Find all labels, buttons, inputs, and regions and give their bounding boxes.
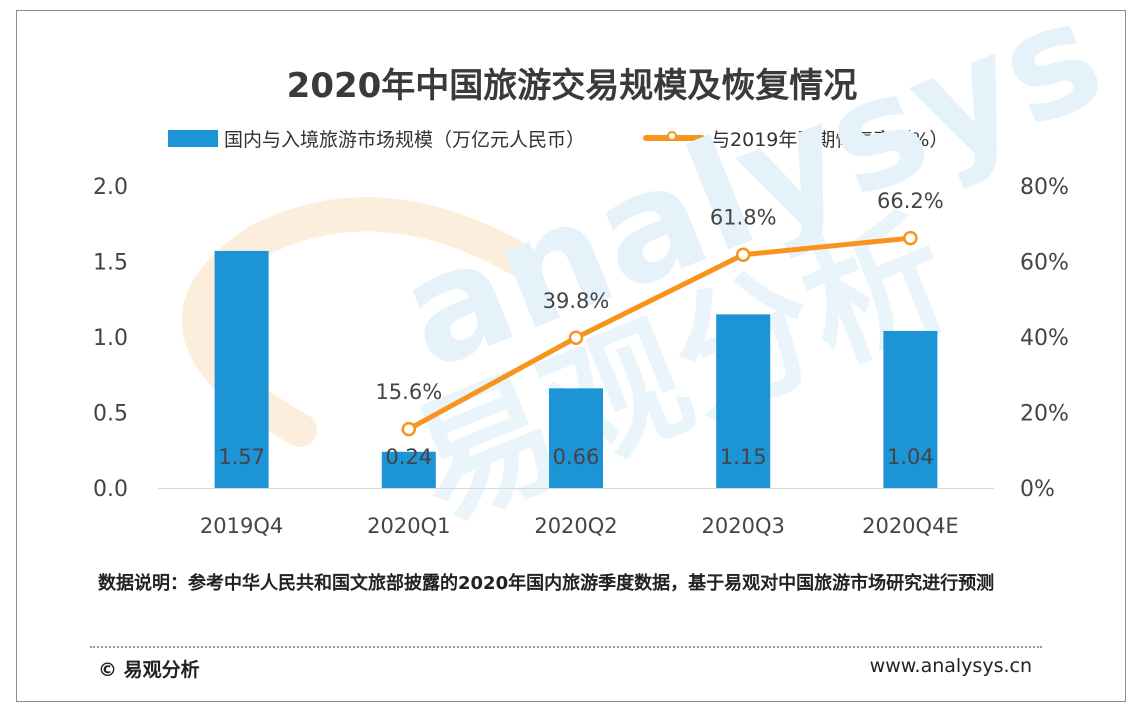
y-left-tick-label: 0.5 (93, 402, 128, 427)
x-tick-label: 2020Q4E (862, 514, 959, 538)
legend-line-marker (667, 131, 678, 141)
website-link[interactable]: www.analysys.cn (869, 655, 1032, 677)
chart-legend: 国内与入境旅游市场规模（万亿元人民币） 与2019年同期恢复率（%） (168, 123, 948, 153)
bar-value-label: 1.57 (218, 445, 265, 469)
line-value-label: 39.8% (543, 289, 610, 313)
recovery-rate-line (406, 235, 913, 432)
line-value-label: 15.6% (375, 380, 442, 404)
bar-2020Q2 (549, 388, 603, 488)
y-left-tick-label: 2.0 (93, 175, 128, 200)
y-right-tick-label: 60% (1020, 251, 1069, 276)
line-point-2020Q3 (735, 247, 751, 262)
line-point-2020Q1 (401, 421, 417, 437)
x-tick-label: 2020Q1 (367, 514, 450, 538)
x-tick-label: 2020Q3 (702, 514, 785, 538)
x-tick-label: 2019Q4 (200, 514, 283, 538)
data-note: 数据说明：参考中华人民共和国文旅部披露的2020年国内旅游季度数据，基于易观对中… (98, 573, 995, 594)
bar-2020Q3 (716, 314, 771, 488)
y-left-tick-label: 1.0 (93, 326, 128, 351)
line-value-label: 66.2% (877, 189, 944, 213)
y-left-tick-label: 1.5 (93, 251, 128, 276)
bar-value-label: 0.66 (553, 445, 600, 469)
line-value-label: 61.8% (710, 206, 777, 230)
bar-value-label: 1.15 (720, 445, 767, 469)
y-right-tick-label: 80% (1020, 175, 1069, 200)
legend-line-swatch (643, 131, 706, 141)
legend-bar-label: 国内与入境旅游市场规模（万亿元人民币） (224, 128, 586, 151)
copyright-label: © 易观分析 (98, 659, 200, 681)
legend-bar-swatch (168, 129, 218, 147)
line-point-2020Q4E (903, 230, 918, 246)
y-right-tick-label: 40% (1020, 326, 1069, 351)
bar-value-label: 0.24 (385, 445, 432, 469)
y-right-tick-label: 20% (1020, 402, 1069, 427)
bar-value-label: 1.04 (887, 445, 934, 469)
footer-divider (90, 646, 1042, 648)
y-right-tick-label: 0% (1020, 477, 1055, 502)
chart-title: 2020年中国旅游交易规模及恢复情况 (286, 66, 858, 106)
bar-2019Q4 (214, 250, 269, 488)
line-point-2020Q2 (568, 330, 584, 346)
bar-2020Q1 (381, 451, 436, 488)
x-tick-label: 2020Q2 (534, 514, 617, 538)
y-left-tick-label: 0.0 (93, 477, 128, 502)
bar-2020Q4E (883, 330, 938, 488)
legend-line-label: 与2019年同期恢复率（%） (711, 128, 949, 151)
